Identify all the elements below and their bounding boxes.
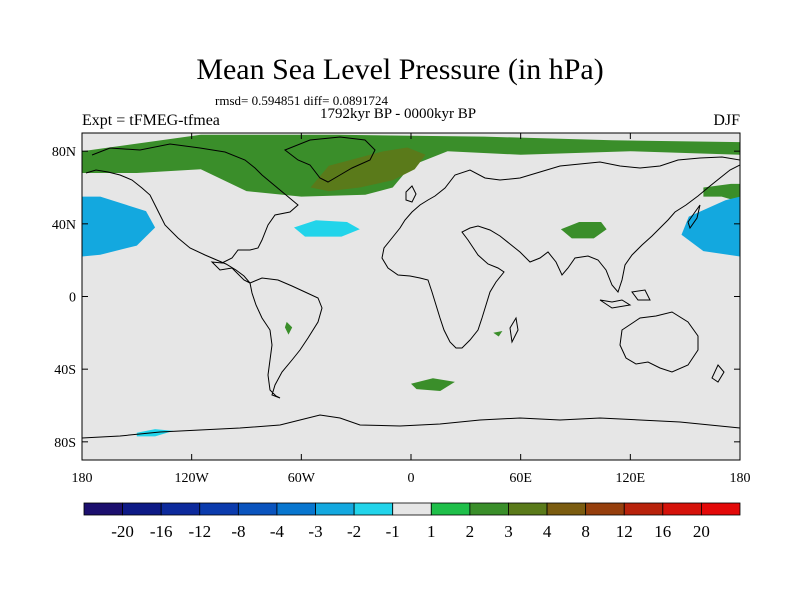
x-tick-label: 120W bbox=[175, 471, 210, 486]
north-america-coast bbox=[85, 143, 299, 284]
x-tick-label: 60W bbox=[288, 471, 316, 486]
contour-region-4 bbox=[82, 196, 156, 257]
colorbar-swatch-2 bbox=[160, 502, 201, 516]
x-tick-label: 60E bbox=[509, 471, 532, 486]
colorbar-swatch-11 bbox=[508, 502, 548, 516]
antarctica-coast bbox=[81, 414, 741, 439]
colorbar-label: -1 bbox=[386, 522, 400, 541]
british-isles-coast bbox=[405, 185, 417, 203]
colorbar-label: 3 bbox=[504, 522, 513, 541]
colorbar-swatch-10 bbox=[469, 502, 509, 516]
south-america-coast bbox=[249, 277, 323, 399]
map-axes: 180 120W 60W 0 60E 120E 180 80N 40N 0 40S 80S bbox=[52, 133, 751, 486]
time-period-label: 1792kyr BP - 0000kyr BP bbox=[320, 106, 477, 122]
colorbar-swatch-15 bbox=[662, 502, 702, 516]
contour-region-6 bbox=[294, 220, 360, 237]
contour-region-3 bbox=[703, 183, 740, 202]
colorbar-label: 20 bbox=[693, 522, 710, 541]
x-tick-label: 120E bbox=[616, 471, 646, 486]
y-tick-label: 80N bbox=[52, 145, 76, 160]
colorbar-swatch-1 bbox=[122, 502, 162, 516]
season-label: DJF bbox=[713, 112, 740, 129]
y-tick-label: 0 bbox=[69, 291, 76, 306]
colorbar-swatch-12 bbox=[546, 502, 587, 516]
experiment-label: Expt = tFMEG-tfmea bbox=[82, 112, 220, 129]
colorbar-label: 16 bbox=[654, 522, 671, 541]
colorbar-swatch-9 bbox=[430, 502, 471, 516]
colorbar-swatch-16 bbox=[701, 502, 741, 516]
map-background bbox=[82, 133, 740, 460]
y-tick-label: 80S bbox=[54, 436, 76, 451]
contour-region-5 bbox=[681, 196, 740, 257]
colorbar-label: 4 bbox=[543, 522, 552, 541]
colorbar: -20 -16 -12 -8 -4 -3 -2 -1 1 2 3 4 8 12 16 20 bbox=[83, 502, 741, 541]
colorbar-label: -3 bbox=[308, 522, 322, 541]
colorbar-swatch-0 bbox=[83, 502, 123, 516]
eurasia-africa-coast bbox=[381, 156, 741, 349]
colorbar-label: -16 bbox=[150, 522, 173, 541]
contour-region-8 bbox=[284, 321, 293, 335]
colorbar-swatch-6 bbox=[315, 502, 355, 516]
colorbar-label: -2 bbox=[347, 522, 361, 541]
y-tick-label: 40S bbox=[54, 363, 76, 378]
new-zealand-coast bbox=[711, 364, 725, 383]
colorbar-label: -20 bbox=[111, 522, 134, 541]
contour-region-7 bbox=[411, 378, 455, 391]
colorbar-label: -8 bbox=[231, 522, 245, 541]
japan-coast bbox=[687, 204, 701, 230]
colorbar-swatch-3 bbox=[199, 502, 239, 516]
colorbar-label: -4 bbox=[270, 522, 285, 541]
y-tick-label: 40N bbox=[52, 218, 76, 233]
x-tick-label: 180 bbox=[72, 471, 93, 486]
coastlines bbox=[81, 136, 741, 439]
colorbar-swatch-5 bbox=[276, 502, 316, 516]
map-title: Mean Sea Level Pressure (in hPa) bbox=[196, 53, 604, 86]
contour-region-9 bbox=[493, 331, 503, 337]
colorbar-label: 2 bbox=[466, 522, 475, 541]
madagascar-coast bbox=[509, 316, 519, 344]
colorbar-swatch-7 bbox=[353, 502, 394, 516]
colorbar-swatch-14 bbox=[623, 502, 664, 516]
contour-region-0 bbox=[82, 134, 740, 197]
rmsd-diff-stats: rmsd= 0.594851 diff= 0.0891724 bbox=[215, 93, 388, 108]
greenland-coast bbox=[283, 136, 376, 183]
colorbar-label: 1 bbox=[427, 522, 436, 541]
x-tick-label: 180 bbox=[730, 471, 751, 486]
colorbar-label: 12 bbox=[616, 522, 633, 541]
colorbar-swatch-8 bbox=[392, 502, 432, 516]
colorbar-swatch-4 bbox=[237, 502, 278, 516]
x-tick-label: 0 bbox=[408, 471, 415, 486]
contour-region-1 bbox=[310, 147, 426, 192]
colorbar-swatch-13 bbox=[585, 502, 625, 516]
indonesia-coast bbox=[599, 289, 651, 309]
colorbar-label: 8 bbox=[581, 522, 590, 541]
colorbar-label: -12 bbox=[188, 522, 211, 541]
australia-coast bbox=[619, 311, 699, 373]
contour-region-2 bbox=[560, 222, 607, 239]
